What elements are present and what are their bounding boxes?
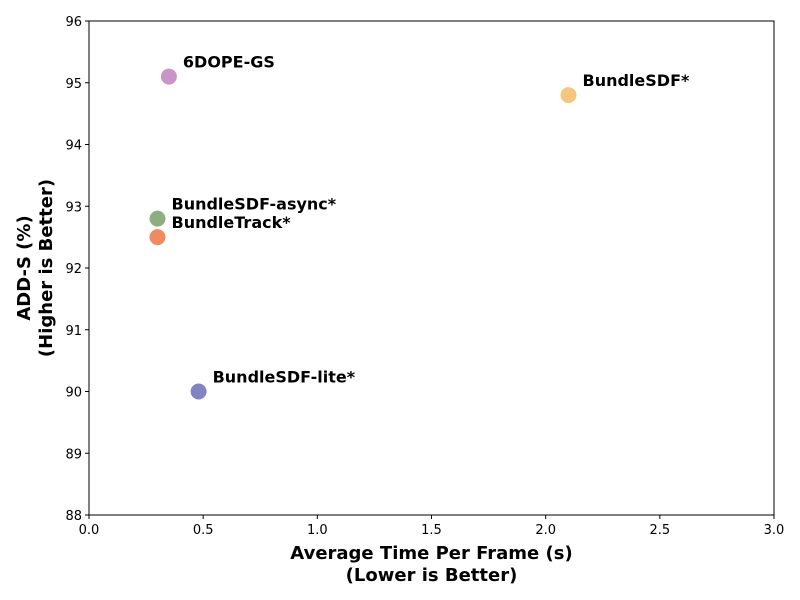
point-bundlesdf [560,87,577,104]
axis-ticks: 0.0 0.5 1.0 1.5 2.0 2.5 3.0 88 89 90 91 92 93 94 95 96 [65,15,784,538]
x-tick-label: 2.5 [649,523,670,538]
point-bundlesdf-lite [190,383,207,400]
point-bundlesdf-async [149,210,166,227]
point-label-bundlesdf-lite: BundleSDF-lite* [213,368,356,387]
y-axis-title-line1: ADD-S (%) [14,215,35,320]
plot-area [88,20,775,516]
x-tick-label: 0.5 [193,523,214,538]
x-tick-label: 1.5 [421,523,442,538]
data-points: 6DOPE-GSBundleSDF*BundleSDF-async*Bundle… [149,53,691,400]
point-label-bundletrack: BundleTrack* [172,213,292,232]
y-tick-label: 94 [65,139,82,154]
x-axis-title-line2: (Lower is Better) [346,565,518,586]
y-tick-label: 91 [65,324,82,339]
y-tick-label: 90 [65,386,82,401]
y-tick-label: 93 [65,200,82,215]
y-tick-label: 89 [65,447,82,462]
y-tick-label: 88 [65,509,82,524]
x-tick-label: 2.0 [535,523,556,538]
y-tick-label: 96 [65,15,82,30]
x-axis-title-line1: Average Time Per Frame (s) [290,543,572,564]
y-axis-title-line2: (Higher is Better) [36,179,57,357]
point-label-6dope-gs: 6DOPE-GS [183,53,275,72]
y-tick-label: 92 [65,262,82,277]
x-tick-label: 0.0 [79,523,100,538]
x-tick-label: 3.0 [764,523,785,538]
x-tick-label: 1.0 [307,523,328,538]
point-bundletrack [149,229,166,246]
point-6dope-gs [160,68,177,85]
y-tick-label: 95 [65,77,82,92]
point-label-bundlesdf-async: BundleSDF-async* [172,195,337,214]
point-label-bundlesdf: BundleSDF* [583,71,691,90]
